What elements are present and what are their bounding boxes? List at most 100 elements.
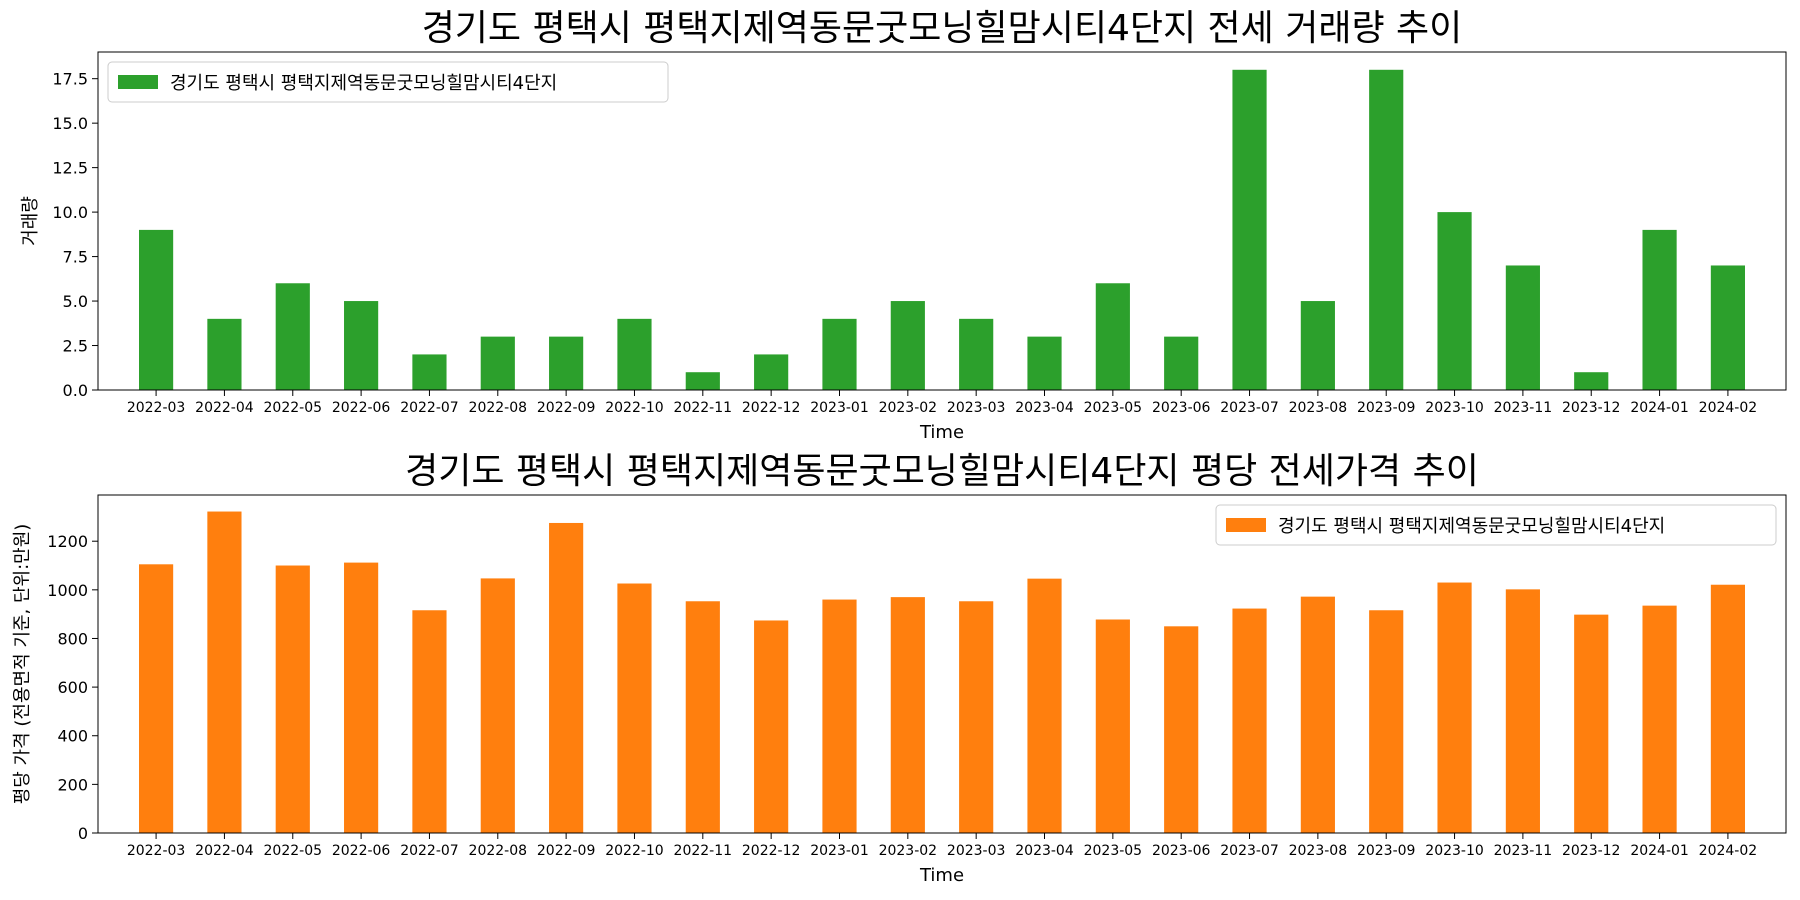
- bar-2022-09: [549, 522, 584, 833]
- x-tick-label: 2023-07: [1220, 400, 1279, 416]
- x-tick-label: 2022-05: [264, 843, 323, 859]
- bar-2023-12: [1574, 372, 1609, 390]
- x-tick-label: 2022-11: [674, 400, 733, 416]
- bar-2023-10: [1437, 212, 1472, 390]
- legend-label: 경기도 평택시 평택지제역동문굿모닝힐맘시티4단지: [1278, 516, 1665, 537]
- bar-2023-11: [1505, 589, 1540, 833]
- x-tick-label: 2023-05: [1084, 400, 1143, 416]
- x-tick-label: 2023-10: [1425, 843, 1484, 859]
- x-tick-label: 2023-03: [947, 400, 1006, 416]
- bar-2023-01: [822, 599, 857, 833]
- y-tick-label: 0.0: [63, 381, 88, 400]
- legend-label: 경기도 평택시 평택지제역동문굿모닝힐맘시티4단지: [170, 73, 557, 94]
- bar-2022-07: [412, 610, 447, 833]
- bar-2023-05: [1095, 619, 1130, 833]
- bar-2023-04: [1027, 578, 1062, 833]
- plot-frame: [97, 51, 1787, 391]
- x-tick-label: 2023-09: [1357, 843, 1416, 859]
- chart-1: 경기도 평택시 평택지제역동문굿모닝힐맘시티4단지 전세 거래량 추이 0.0 2.…: [20, 8, 1787, 443]
- legend-swatch: [118, 75, 158, 89]
- bar-2022-06: [344, 562, 379, 833]
- bar-2023-08: [1300, 301, 1335, 390]
- x-tick-label: 2022-10: [605, 843, 664, 859]
- bar-2024-02: [1710, 265, 1745, 390]
- bar-2023-09: [1369, 610, 1404, 833]
- x-tick-label: 2022-03: [127, 400, 186, 416]
- bar-2024-01: [1642, 605, 1677, 833]
- bar-2024-01: [1642, 229, 1677, 390]
- y-tick-label: 15.0: [52, 114, 88, 133]
- x-tick-label: 2023-10: [1425, 400, 1484, 416]
- legend: 경기도 평택시 평택지제역동문굿모닝힐맘시티4단지: [1215, 504, 1777, 546]
- bar-2022-11: [685, 372, 720, 390]
- x-tick-label: 2023-08: [1289, 843, 1348, 859]
- x-tick-label: 2023-12: [1562, 843, 1621, 859]
- bar-2022-07: [412, 354, 447, 390]
- bar-2022-08: [480, 336, 515, 390]
- y-tick-label: 1200: [47, 532, 88, 551]
- bar-2023-02: [890, 597, 925, 833]
- x-tick-label: 2022-06: [332, 843, 391, 859]
- x-tick-label: 2023-08: [1289, 400, 1348, 416]
- y-tick-label: 17.5: [52, 70, 88, 89]
- y-tick-label: 7.5: [63, 248, 88, 267]
- x-tick-label: 2024-01: [1630, 843, 1689, 859]
- bar-2023-09: [1369, 69, 1404, 390]
- legend-box: [1215, 504, 1777, 546]
- x-tick-label: 2024-02: [1699, 843, 1758, 859]
- x-tick-label: 2023-09: [1357, 400, 1416, 416]
- chart-title: 경기도 평택시 평택지제역동문굿모닝힐맘시티4단지 평당 전세가격 추이: [405, 451, 1479, 492]
- y-tick-label: 2.5: [63, 337, 88, 356]
- x-tick-label: 2022-11: [674, 843, 733, 859]
- x-tick-label: 2023-01: [810, 843, 869, 859]
- x-tick-label: 2022-04: [195, 400, 254, 416]
- bar-2022-03: [139, 564, 174, 833]
- x-tick-label: 2022-05: [264, 400, 323, 416]
- bar-2022-10: [617, 318, 652, 390]
- y-tick-label: 5.0: [63, 292, 88, 311]
- x-axis-label: Time: [919, 865, 964, 886]
- bar-2023-04: [1027, 336, 1062, 390]
- x-tick-label: 2022-09: [537, 400, 596, 416]
- x-tick-label: 2024-02: [1699, 400, 1758, 416]
- y-tick-label: 400: [57, 727, 88, 746]
- bar-2022-12: [754, 620, 789, 833]
- bar-2023-07: [1232, 608, 1267, 833]
- x-tick-label: 2024-01: [1630, 400, 1689, 416]
- chart-title: 경기도 평택시 평택지제역동문굿모닝힐맘시티4단지 전세 거래량 추이: [422, 8, 1463, 49]
- x-tick-label: 2023-01: [810, 400, 869, 416]
- x-tick-label: 2022-07: [400, 843, 459, 859]
- plot-frame: [97, 494, 1787, 834]
- bar-2022-05: [275, 565, 310, 833]
- x-tick-label: 2023-05: [1084, 843, 1143, 859]
- x-tick-label: 2023-02: [879, 843, 938, 859]
- x-tick-label: 2023-12: [1562, 400, 1621, 416]
- x-tick-label: 2023-04: [1015, 843, 1074, 859]
- x-tick-label: 2023-06: [1152, 843, 1211, 859]
- bar-2023-11: [1505, 265, 1540, 390]
- bar-2022-04: [207, 511, 242, 833]
- y-tick-label: 10.0: [52, 203, 88, 222]
- x-tick-label: 2022-04: [195, 843, 254, 859]
- y-tick-label: 1000: [47, 581, 88, 600]
- x-tick-label: 2022-07: [400, 400, 459, 416]
- bar-2022-11: [685, 601, 720, 833]
- x-tick-label: 2023-11: [1494, 843, 1553, 859]
- x-tick-label: 2022-09: [537, 843, 596, 859]
- x-tick-label: 2022-12: [742, 843, 801, 859]
- x-tick-label: 2022-03: [127, 843, 186, 859]
- bar-2023-01: [822, 318, 857, 390]
- y-tick-label: 12.5: [52, 159, 88, 178]
- chart-2: 경기도 평택시 평택지제역동문굿모닝힐맘시티4단지 평당 전세가격 추이 0 200…: [12, 451, 1787, 886]
- legend-swatch: [1226, 518, 1266, 532]
- bar-2022-08: [480, 578, 515, 833]
- bar-2022-05: [275, 283, 310, 390]
- x-tick-label: 2023-11: [1494, 400, 1553, 416]
- legend: 경기도 평택시 평택지제역동문굿모닝힐맘시티4단지: [107, 61, 669, 103]
- y-tick-label: 800: [57, 629, 88, 648]
- x-tick-label: 2023-03: [947, 843, 1006, 859]
- bar-2023-03: [959, 318, 994, 390]
- x-tick-label: 2023-07: [1220, 843, 1279, 859]
- y-tick-label: 600: [57, 678, 88, 697]
